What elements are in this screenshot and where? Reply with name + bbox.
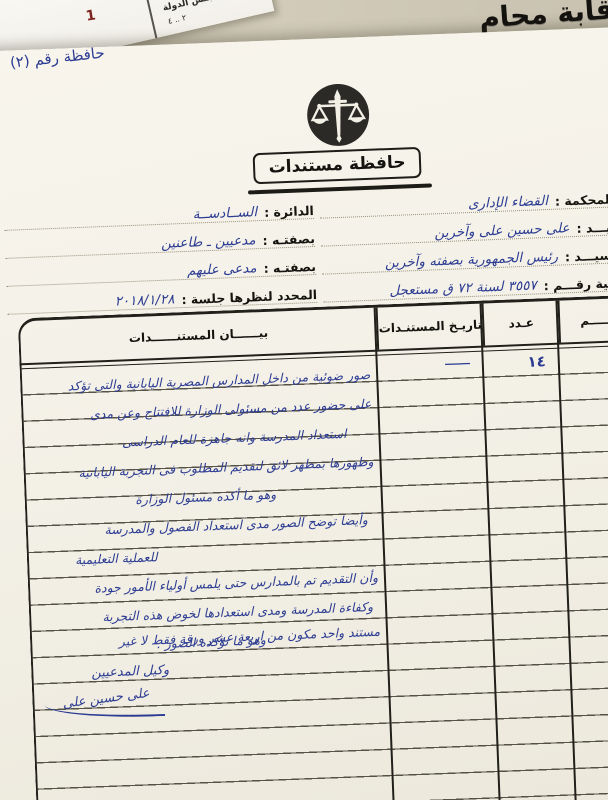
header-serial: ـــــم bbox=[557, 297, 608, 343]
field-case-number-value: ٣٥٥٧ لسنة ٧٢ ق مستعجل bbox=[389, 277, 538, 300]
documents-table-body: ١٤ ــــــ صور ضوئية من داخل المدارس المص… bbox=[21, 300, 608, 800]
header-statement: بيــــــان المستنــــــدات bbox=[128, 325, 269, 346]
row-count-value: ١٤ bbox=[527, 352, 547, 371]
field-capacity-2-label: بصفتـه : bbox=[263, 258, 317, 276]
field-capacity-2-value: مدعى عليهم bbox=[186, 260, 257, 279]
fragment-print-dots: ٢ .. ٤ bbox=[166, 12, 188, 26]
fragment-rule-line bbox=[142, 0, 158, 39]
statement-handwriting: صور ضوئية من داخل المدارس المصرية اليابا… bbox=[32, 356, 381, 659]
documents-table: ـــــم عـدد تاريـخ المستنـدات بيــــــان… bbox=[17, 294, 608, 800]
case-info-form: لمحكمة : القضاء الإدارى الدائرة : الســا… bbox=[3, 179, 608, 315]
column-divider bbox=[479, 303, 503, 800]
header-date: تاريـخ المستنـدات bbox=[375, 303, 484, 350]
field-plaintiff-label: يـــد : bbox=[576, 219, 608, 236]
field-court-label: لمحكمة : bbox=[554, 191, 608, 209]
field-defendant-label: سيـــد : bbox=[564, 247, 608, 265]
document-title: حافظة مستندات bbox=[252, 146, 422, 185]
field-case-number-label: نية رقـــم : bbox=[543, 275, 608, 294]
field-court-value: القضاء الإدارى bbox=[467, 192, 549, 213]
field-circuit-label: الدائرة : bbox=[263, 202, 315, 220]
signature-stroke bbox=[44, 700, 166, 721]
field-session-date-value: ٢٠١٨/١/٢٨ bbox=[114, 291, 175, 310]
row-date-dash: ــــــ bbox=[444, 352, 470, 370]
signature-title: وكيل المدعيين bbox=[91, 662, 170, 681]
scales-of-justice-icon bbox=[304, 81, 372, 149]
column-divider bbox=[555, 300, 579, 800]
field-circuit-value: الســادســة bbox=[192, 204, 258, 223]
header-count: عـدد bbox=[481, 300, 560, 346]
field-capacity-1-label: بصفتـه : bbox=[262, 230, 316, 248]
document-paper: حافظة رقم (٢) حافظة مستندات لم bbox=[0, 25, 608, 800]
column-divider bbox=[373, 307, 398, 800]
field-session-date-label: المحدد لنظرها جلسة : bbox=[181, 286, 318, 308]
fragment-print-text: مجلس الدولة bbox=[161, 0, 221, 14]
